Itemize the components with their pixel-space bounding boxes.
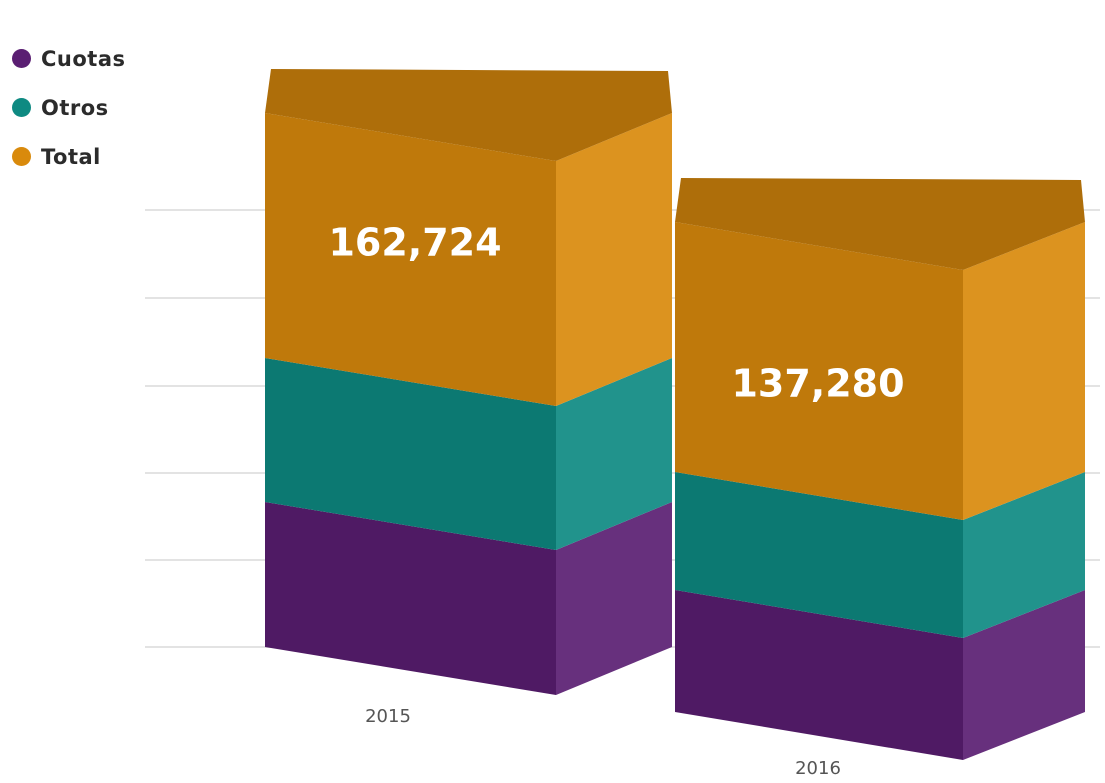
- legend-label-cuotas: Cuotas: [41, 46, 126, 71]
- bar-right-face: [556, 502, 672, 695]
- bar-front-face: [265, 113, 556, 406]
- data-label-2016: 137,280: [731, 362, 904, 406]
- bar-front-face: [675, 472, 963, 638]
- bar-segment-otros-2016: [675, 472, 1085, 638]
- bar-front-face: [675, 222, 963, 520]
- bar-front-face: [265, 502, 556, 695]
- bar-right-face: [556, 113, 672, 406]
- bar-segment-total-2015: [265, 69, 672, 406]
- legend-item-total: Total: [12, 132, 126, 181]
- bar-top-face: [675, 178, 1085, 270]
- bar-segment-total-2016: [675, 178, 1085, 520]
- bar-front-face: [675, 590, 963, 760]
- bar-top-face: [265, 69, 672, 161]
- x-tick-label-2015: 2015: [365, 706, 411, 727]
- x-tick-label-2016: 2016: [795, 758, 841, 779]
- bar-segment-otros-2015: [265, 358, 672, 550]
- legend: Cuotas Otros Total: [12, 34, 126, 181]
- legend-item-otros: Otros: [12, 83, 126, 132]
- legend-swatch-total: [12, 147, 31, 166]
- bar-right-face: [963, 472, 1085, 638]
- legend-label-total: Total: [41, 144, 101, 169]
- bar-front-face: [265, 358, 556, 550]
- legend-item-cuotas: Cuotas: [12, 34, 126, 83]
- bar-right-face: [556, 358, 672, 550]
- legend-swatch-otros: [12, 98, 31, 117]
- bar-right-face: [963, 590, 1085, 760]
- data-label-2015: 162,724: [328, 221, 501, 265]
- data-labels: 162,724 137,280: [328, 221, 904, 406]
- bar-segment-cuotas-2015: [265, 502, 672, 695]
- bars: [265, 69, 1085, 760]
- legend-label-otros: Otros: [41, 95, 109, 120]
- bar-right-face: [963, 222, 1085, 520]
- legend-swatch-cuotas: [12, 49, 31, 68]
- bar-segment-cuotas-2016: [675, 590, 1085, 760]
- x-axis-tick-labels: 2015 2016: [365, 706, 841, 779]
